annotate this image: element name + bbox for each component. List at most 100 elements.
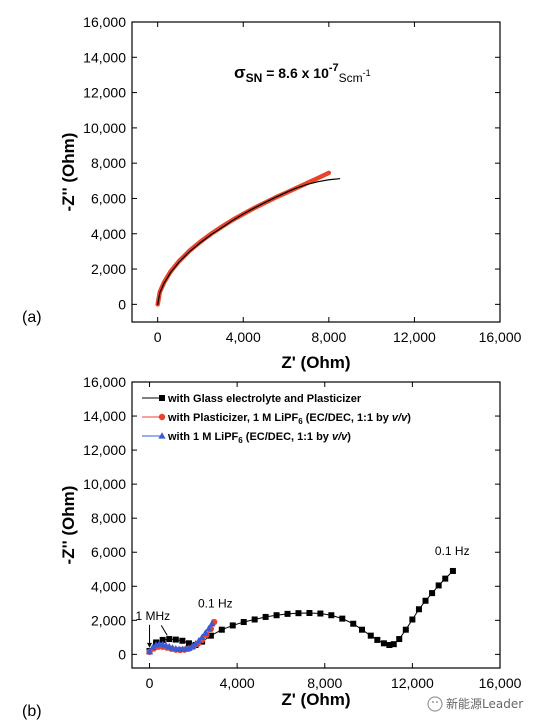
panel-b-annotations: 1 MHz 0.1 Hz 0.1 Hz [136,544,470,648]
panel-a-axes: 0 4,000 8,000 12,000 16,000 0 2,000 4,000 6,000 8… [83,14,521,345]
x-tick-label: 0 [146,675,154,691]
data-point-square [402,626,409,633]
x-tick-label: 8,000 [311,329,346,345]
panel-b-series [145,567,456,656]
legend-text-pre: with 1 M LiPF [167,431,239,443]
data-point-square [390,641,397,648]
legend-text-italic: v/v [392,412,408,424]
series-2 [145,619,216,655]
sigma-value: = 8.6 x 10 [262,65,329,81]
data-point-square [306,610,313,617]
data-point-square [179,637,186,644]
data-point-triangle [195,636,203,644]
data-point-square [386,642,393,649]
series-measured-line [155,170,332,307]
panel-a-y-axis-label: -Z'' (Ohm) [59,133,78,212]
sigma-subscript: SN [246,71,263,85]
data-point-triangle [158,432,166,439]
data-point-square [409,616,416,623]
wechat-icon-eye-left [432,701,434,703]
series-fit-line [157,178,341,305]
arrow-head-icon [147,642,153,648]
data-point-square [218,626,225,633]
data-point-square [185,640,192,647]
y-tick-label: 12,000 [83,442,126,458]
data-point-square [207,632,214,639]
data-point-square [273,612,280,619]
y-tick-label: 6,000 [91,544,126,560]
legend-text-pre: with Glass electrolyte and Plasticizer [167,393,362,405]
data-point-square [284,610,291,617]
y-tick-label: 12,000 [83,85,126,101]
data-point-square [159,636,166,643]
y-tick-label: 8,000 [91,155,126,171]
y-tick-label: 2,000 [91,261,126,277]
data-point-square [415,606,422,613]
annotation-1mhz: 1 MHz [136,609,171,623]
data-point-square [449,567,456,574]
conductivity-annotation: σSN = 8.6 x 10-7Scm-1 [234,62,371,85]
data-point-square [172,636,179,643]
legend-text-tail: ) [347,431,351,443]
annotation-0.1hz-black: 0.1 Hz [435,544,470,558]
data-point-square [295,610,302,617]
y-tick-label: 14,000 [83,408,126,424]
legend-label: with 1 M LiPF6 (EC/DEC, 1:1 by v/v) [167,431,351,445]
data-point-square [359,626,365,633]
legend-text-sub: 6 [298,417,303,426]
x-tick-label: 16,000 [479,675,522,691]
legend-text-tail: ) [407,412,411,424]
panel-a-chart: 0 4,000 8,000 12,000 16,000 0 2,000 4,000 6,000 8… [22,14,522,372]
legend-text-post: (EC/DEC, 1:1 by [243,431,332,443]
annotation-0.1hz-blue: 0.1 Hz [198,597,233,611]
panel-b-x-axis-label: Z' (Ohm) [281,690,350,709]
legend-text-italic: v/v [332,431,348,443]
y-tick-label: 16,000 [83,14,126,30]
sigma-exponent: -7 [329,62,339,74]
panel-b-label: (b) [22,703,42,720]
y-tick-label: 14,000 [83,49,126,65]
legend-label: with Glass electrolyte and Plasticizer [167,393,362,405]
data-point-square [380,640,387,647]
data-point-triangle [205,625,213,632]
data-point-square [328,612,335,619]
x-tick-label: 8,000 [307,675,342,691]
panel-b-axes: 0 4,000 8,000 12,000 16,000 0 2,000 4,000 6,000 8… [83,374,521,691]
y-tick-label: 10,000 [83,476,126,492]
y-tick-label: 4,000 [91,226,126,242]
x-tick-label: 16,000 [479,329,522,345]
legend-text-post: (EC/DEC, 1:1 by [303,412,392,424]
data-point-square [240,619,247,626]
data-point-square [374,636,381,643]
data-point-triangle [201,629,209,636]
data-point-square [339,615,346,622]
data-point-square [429,590,436,597]
data-point-circle [158,413,166,421]
x-tick-label: 0 [154,329,162,345]
panel-b-legend: with Glass electrolyte and Plasticizer wi… [142,393,411,445]
sigma-unit-exponent: -1 [363,68,371,78]
data-point-square [229,622,236,629]
data-point-square [435,582,442,589]
data-point-square [350,620,357,627]
data-point-square [442,575,449,582]
data-point-square [422,597,429,604]
data-point-square [262,613,269,620]
data-point-triangle [208,619,216,627]
legend-label: with Plasticizer, 1 M LiPF6 (EC/DEC, 1:1… [167,412,411,426]
panel-b-chart: 0 4,000 8,000 12,000 16,000 0 2,000 4,000 6,000 8… [22,374,522,720]
sigma-symbol: σ [234,63,246,82]
panel-a-label: (a) [22,309,42,326]
x-tick-label: 12,000 [391,675,434,691]
series-0 [146,567,456,654]
data-point-square [166,636,173,643]
y-tick-label: 0 [118,646,126,662]
y-tick-label: 16,000 [83,374,126,390]
watermark: 新能源Leader [427,696,523,712]
data-point-square [367,632,374,639]
sigma-unit: Scm [339,71,363,85]
y-tick-label: 4,000 [91,578,126,594]
y-tick-label: 2,000 [91,612,126,628]
x-tick-label: 12,000 [393,329,436,345]
